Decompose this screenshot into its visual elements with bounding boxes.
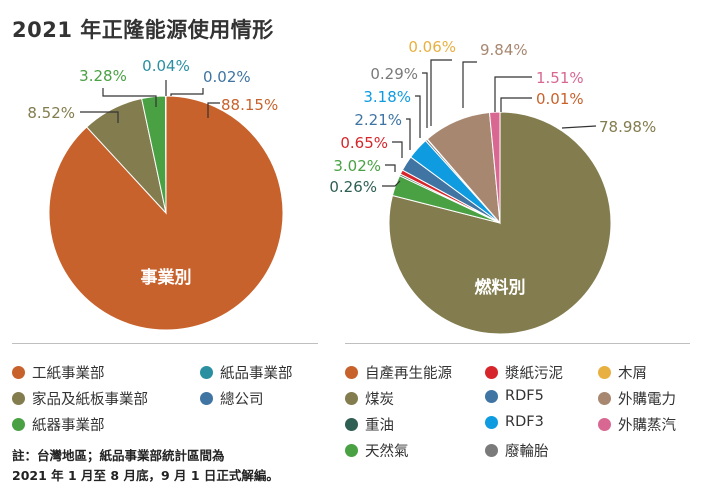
legend-label: 工紙事業部 xyxy=(32,366,105,382)
legend-label: 重油 xyxy=(365,418,394,434)
legend-swatch xyxy=(12,392,25,405)
leader-line-總公司 xyxy=(170,88,204,96)
data-label-外購電力: 9.84% xyxy=(480,41,528,59)
footnote: 註：台灣地區；紙品事業部統計區間為 2021 年 1 月至 8 月底，9 月 1… xyxy=(12,446,332,486)
legend-swatch xyxy=(485,415,498,429)
data-label-自產再生能源: 0.01% xyxy=(536,90,584,108)
legend-item-家品及紙板事業部: 家品及紙板事業部 xyxy=(12,388,148,409)
leader-line-廢輪胎 xyxy=(422,72,428,128)
legend-label: RDF3 xyxy=(505,414,544,430)
leader-line-天然氣 xyxy=(385,164,396,172)
legend-item-天然氣: 天然氣 xyxy=(345,440,409,461)
divider-left xyxy=(12,343,318,344)
data-label-天然氣: 3.02% xyxy=(333,157,381,175)
pie-slice-外購蒸汽 xyxy=(488,111,501,224)
legend-swatch xyxy=(598,418,611,431)
legend-swatch xyxy=(12,366,25,379)
leader-line-工紙事業部 xyxy=(207,102,220,118)
legend-item-RDF5: RDF5 xyxy=(485,388,544,404)
footnote-line-2: 2021 年 1 月至 8 月底，9 月 1 日正式解編。 xyxy=(12,468,279,483)
legend-label: 自產再生能源 xyxy=(365,366,452,382)
legend-label: 廢輪胎 xyxy=(505,444,549,460)
data-label-煤炭: 78.98% xyxy=(599,118,656,136)
pie-center-label: 事業別 xyxy=(141,267,192,288)
pie-fuel-type: 78.98% 3.02% 0.26% 0.65% 2.21% 3.18% 0.29% 0.06… xyxy=(329,38,656,335)
legend-label: 總公司 xyxy=(220,392,264,408)
legend-item-漿紙污泥: 漿紙污泥 xyxy=(485,362,563,383)
legend-swatch xyxy=(200,392,213,405)
legend-swatch xyxy=(12,418,25,431)
legend-label: RDF5 xyxy=(505,388,544,404)
data-label-外購蒸汽: 1.51% xyxy=(536,69,584,87)
legend-label: 紙器事業部 xyxy=(32,418,105,434)
legend-label: 煤炭 xyxy=(365,392,394,408)
data-label-木屑: 0.06% xyxy=(408,38,456,56)
legend-item-木屑: 木屑 xyxy=(598,362,647,383)
data-label-工紙事業部: 88.15% xyxy=(221,96,278,114)
data-label-紙器事業部: 3.28% xyxy=(79,67,127,85)
legend-item-RDF3: RDF3 xyxy=(485,414,544,430)
legend-swatch xyxy=(598,392,611,405)
data-label-廢輪胎: 0.29% xyxy=(370,65,418,83)
footnote-line-1: 註：台灣地區；紙品事業部統計區間為 xyxy=(12,448,225,463)
legend-item-自產再生能源: 自產再生能源 xyxy=(345,362,452,383)
divider-right xyxy=(345,343,690,344)
legend-item-紙器事業部: 紙器事業部 xyxy=(12,414,105,435)
legend-label: 木屑 xyxy=(618,366,647,382)
legend-label: 紙品事業部 xyxy=(220,366,293,382)
data-label-RDF5: 2.21% xyxy=(354,111,402,129)
legend-item-煤炭: 煤炭 xyxy=(345,388,394,409)
data-label-家品及紙板事業部: 8.52% xyxy=(27,104,75,122)
pie-business-unit: 88.15% 8.52% 3.28% 0.04% 0.02% 事業別 xyxy=(27,57,284,331)
legend-label: 家品及紙板事業部 xyxy=(32,392,148,408)
leader-line-重油 xyxy=(382,180,401,187)
leader-line-煤炭 xyxy=(561,125,597,129)
legend-item-工紙事業部: 工紙事業部 xyxy=(12,362,105,383)
pie-center-label: 燃料別 xyxy=(475,277,526,298)
leader-line-RDF5 xyxy=(406,118,411,150)
legend-swatch xyxy=(200,366,213,379)
pie-charts: 88.15% 8.52% 3.28% 0.04% 0.02% 事業別 78.98% 3.02… xyxy=(27,38,656,335)
legend-swatch xyxy=(345,366,358,379)
legend-swatch xyxy=(598,366,611,379)
data-label-RDF3: 3.18% xyxy=(363,88,411,106)
legend-label: 外購蒸汽 xyxy=(618,418,676,434)
legend-swatch xyxy=(345,392,358,405)
legend-item-外購蒸汽: 外購蒸汽 xyxy=(598,414,676,435)
legend-label: 外購電力 xyxy=(618,392,676,408)
legend-item-紙品事業部: 紙品事業部 xyxy=(200,362,293,383)
data-label-重油: 0.26% xyxy=(329,178,377,196)
legend-item-重油: 重油 xyxy=(345,414,394,435)
leader-line-漿紙污泥 xyxy=(392,141,403,158)
leader-line-家品及紙板事業部 xyxy=(80,111,119,123)
data-label-總公司: 0.02% xyxy=(203,68,251,86)
leader-line-木屑 xyxy=(430,59,452,126)
legend-swatch xyxy=(485,389,498,403)
leader-line-外購蒸汽 xyxy=(494,76,532,112)
leader-line-自產再生能源 xyxy=(500,97,532,112)
legend-swatch xyxy=(485,366,498,379)
data-label-漿紙污泥: 0.65% xyxy=(340,134,388,152)
legend-item-廢輪胎: 廢輪胎 xyxy=(485,440,549,461)
legend-swatch xyxy=(345,444,358,457)
leader-line-RDF3 xyxy=(415,95,421,138)
legend-label: 天然氣 xyxy=(365,444,409,460)
leader-line-外購電力 xyxy=(462,61,477,108)
legend-item-外購電力: 外購電力 xyxy=(598,388,676,409)
data-label-紙品事業部: 0.04% xyxy=(142,57,190,75)
legend-item-總公司: 總公司 xyxy=(200,388,264,409)
legend-swatch xyxy=(345,418,358,431)
leader-line-紙器事業部 xyxy=(102,88,157,107)
legend-label: 漿紙污泥 xyxy=(505,366,563,382)
chart-title: 2021 年正隆能源使用情形 xyxy=(12,18,274,42)
legend-swatch xyxy=(485,444,498,457)
